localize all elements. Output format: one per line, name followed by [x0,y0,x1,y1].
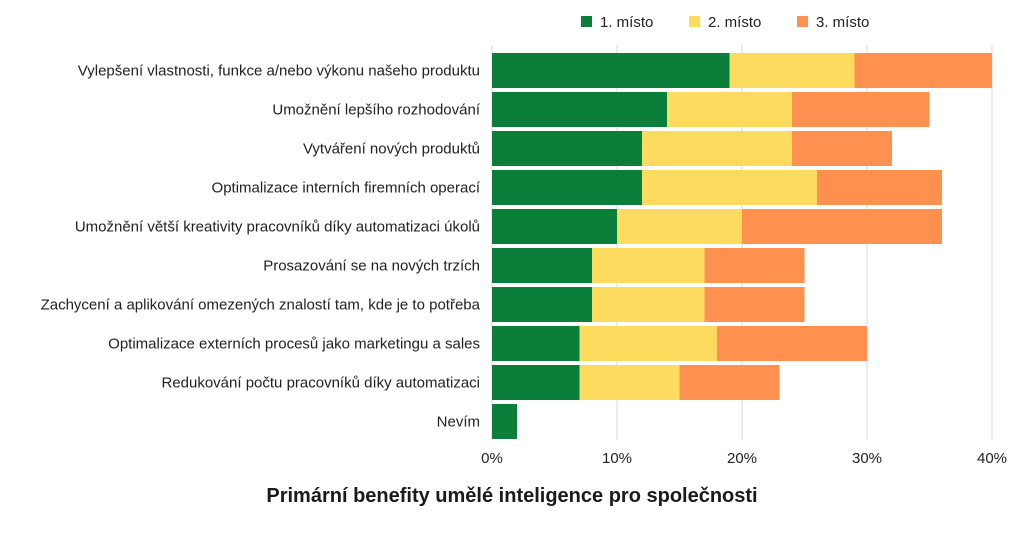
category-label: Redukování počtu pracovníků díky automat… [161,375,480,392]
bar-2-misto-row-1 [729,53,855,88]
category-label: Umožnění lepšího rozhodování [272,102,480,119]
bar-1-misto-row-9 [492,365,580,400]
bar-2-misto-row-2 [667,92,792,127]
legend-label-3: 3. místo [816,14,869,31]
bars [492,53,992,439]
x-tick-label: 0% [481,450,503,467]
legend-swatch-3 [797,16,808,27]
bar-3-misto-row-2 [792,92,930,127]
bar-1-misto-row-6 [492,248,592,283]
x-tick-label: 10% [602,450,632,467]
x-tick-label: 40% [977,450,1007,467]
legend-label-2: 2. místo [708,14,761,31]
category-label: Optimalizace externích procesů jako mark… [108,336,480,353]
bar-3-misto-row-7 [704,287,805,322]
bar-2-misto-row-7 [592,287,705,322]
category-labels: Vylepšení vlastnosti, funkce a/nebo výko… [41,63,481,431]
bar-2-misto-row-5 [617,209,742,244]
bar-3-misto-row-6 [704,248,805,283]
bar-3-misto-row-1 [854,53,992,88]
bar-2-misto-row-4 [642,170,817,205]
legend: 1. místo 2. místo 3. místo [581,14,869,31]
bar-1-misto-row-8 [492,326,580,361]
chart-title: Primární benefity umělé inteligence pro … [266,485,757,507]
x-axis-ticks: 0% 10% 20% 30% 40% [481,450,1007,467]
category-label: Zachycení a aplikování omezených znalost… [41,297,481,314]
bar-1-misto-row-3 [492,131,642,166]
category-label: Vytváření nových produktů [303,141,480,158]
bar-1-misto-row-1 [492,53,730,88]
bar-3-misto-row-3 [792,131,892,166]
legend-swatch-1 [581,16,592,27]
bar-2-misto-row-3 [642,131,792,166]
category-label: Nevím [437,414,480,431]
bar-2-misto-row-9 [579,365,680,400]
bar-1-misto-row-2 [492,92,667,127]
legend-label-1: 1. místo [600,14,653,31]
bar-2-misto-row-6 [592,248,705,283]
x-tick-label: 20% [727,450,757,467]
bar-2-misto-row-8 [579,326,717,361]
bar-3-misto-row-5 [742,209,942,244]
bar-1-misto-row-10 [492,404,517,439]
category-label: Optimalizace interních firemních operací [212,180,481,197]
category-label: Vylepšení vlastnosti, funkce a/nebo výko… [78,63,480,80]
x-tick-label: 30% [852,450,882,467]
bar-3-misto-row-8 [717,326,867,361]
category-label: Umožnění větší kreativity pracovníků dík… [75,219,480,236]
legend-swatch-2 [689,16,700,27]
bar-3-misto-row-9 [679,365,780,400]
bar-1-misto-row-7 [492,287,592,322]
bar-3-misto-row-4 [817,170,942,205]
category-label: Prosazování se na nových trzích [263,258,480,275]
bar-1-misto-row-5 [492,209,617,244]
bar-1-misto-row-4 [492,170,642,205]
